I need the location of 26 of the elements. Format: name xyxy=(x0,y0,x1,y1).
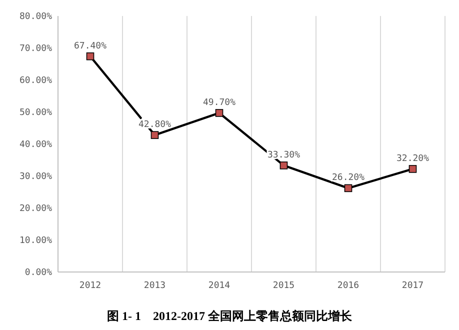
x-tick-label: 2012 xyxy=(79,281,102,291)
y-tick-label: 80.00% xyxy=(19,12,53,22)
y-tick-label: 30.00% xyxy=(19,172,53,182)
y-tick-label: 60.00% xyxy=(19,76,53,86)
x-tick-label: 2014 xyxy=(208,281,230,291)
x-tick-label: 2016 xyxy=(337,281,360,291)
x-tick-label: 2013 xyxy=(144,281,166,291)
point xyxy=(86,52,94,60)
point xyxy=(280,162,288,170)
data-label: 49.70% xyxy=(202,98,236,108)
point xyxy=(215,109,224,117)
data-label: 26.20% xyxy=(332,173,366,184)
point xyxy=(150,131,159,139)
point xyxy=(344,184,352,192)
y-tick-label: 0.00% xyxy=(24,268,53,278)
y-tick-label: 10.00% xyxy=(19,236,53,246)
data-label: 32.20% xyxy=(396,154,430,164)
text: 图 1- 1 2012-2017 全国网上零售总额同比增长 xyxy=(107,309,353,323)
y-tick-label: 40.00% xyxy=(19,140,53,150)
y-tick-label: 70.00% xyxy=(19,44,53,54)
y-tick-label: 20.00% xyxy=(19,204,53,214)
data-label: 67.40% xyxy=(74,41,108,52)
point xyxy=(408,165,417,173)
y-tick-label: 50.00% xyxy=(19,108,53,118)
x-tick-label: 2015 xyxy=(272,281,295,291)
x-tick-label: 2017 xyxy=(402,281,424,291)
